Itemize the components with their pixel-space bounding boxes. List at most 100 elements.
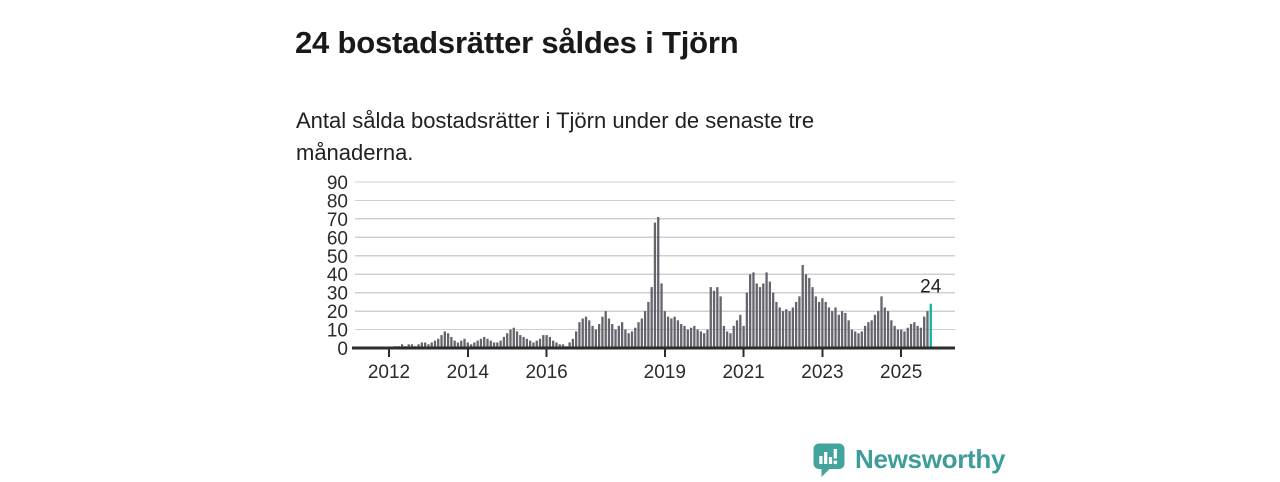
- bar: [460, 340, 463, 348]
- bar: [630, 331, 634, 348]
- bar: [496, 342, 499, 348]
- bar: [880, 296, 883, 348]
- bar: [703, 333, 706, 348]
- bar: [689, 327, 693, 348]
- bar: [653, 222, 657, 348]
- bar: [673, 316, 676, 348]
- bar: [735, 320, 739, 348]
- bar: [732, 325, 735, 348]
- bar: [476, 340, 479, 348]
- bar: [857, 333, 860, 348]
- bar: [650, 287, 653, 348]
- bar: [923, 316, 926, 348]
- bar: [896, 329, 900, 348]
- bar: [860, 331, 863, 348]
- bar: [837, 314, 840, 348]
- x-axis-label: 2023: [801, 362, 843, 383]
- bar: [620, 322, 624, 348]
- bar: [499, 340, 502, 348]
- bar: [712, 290, 716, 348]
- bar: [663, 311, 666, 348]
- bar: [873, 314, 877, 348]
- bar: [719, 296, 722, 348]
- bar: [762, 283, 765, 348]
- bar: [584, 316, 588, 348]
- page-title: 24 bostadsrätter såldes i Tjörn: [295, 24, 739, 60]
- bar: [834, 307, 837, 348]
- bar: [791, 307, 794, 348]
- chart-subtitle: Antal sålda bostadsrätter i Tjörn under …: [296, 105, 814, 169]
- bar: [804, 274, 808, 348]
- bar: [801, 265, 804, 348]
- bar: [693, 325, 696, 348]
- bar: [483, 336, 486, 348]
- bar: [768, 281, 772, 348]
- bar: [660, 283, 663, 348]
- subtitle-line-2: månaderna.: [296, 140, 414, 165]
- bar: [916, 325, 919, 348]
- x-axis-label: 2016: [525, 362, 567, 383]
- bar: [525, 338, 529, 348]
- y-axis-label: 50: [327, 247, 348, 268]
- bar: [591, 325, 594, 348]
- bar: [886, 311, 890, 348]
- bar: [433, 340, 437, 348]
- bar: [877, 311, 880, 348]
- bar: [463, 338, 466, 348]
- bar: [808, 277, 811, 348]
- bar: [443, 331, 446, 348]
- newsworthy-icon: [811, 442, 846, 482]
- bar: [788, 311, 791, 348]
- bar: [492, 342, 496, 348]
- bar: [410, 344, 414, 348]
- bar: [450, 336, 453, 348]
- bar: [890, 320, 893, 348]
- bar: [739, 314, 742, 348]
- highlighted-bar: [929, 303, 932, 348]
- bar: [446, 333, 450, 348]
- newsworthy-logo[interactable]: Newsworthy: [811, 442, 1005, 482]
- bar: [588, 320, 591, 348]
- bar: [561, 344, 565, 348]
- x-axis-label: 2012: [368, 362, 410, 383]
- bar: [538, 338, 542, 348]
- bar: [581, 318, 584, 348]
- x-axis-label: 2025: [880, 362, 922, 383]
- bar: [548, 336, 552, 348]
- bar: [729, 333, 732, 348]
- bar: [666, 316, 670, 348]
- bar: [699, 331, 703, 348]
- bar: [913, 322, 916, 348]
- bar: [423, 342, 427, 348]
- bar: [765, 272, 768, 348]
- bar: [781, 311, 785, 348]
- bar: [420, 342, 423, 348]
- bar: [407, 344, 410, 348]
- bar: [502, 336, 506, 348]
- bar: [440, 335, 443, 348]
- bar: [469, 344, 473, 348]
- bar: [903, 331, 906, 348]
- x-axis-label: 2021: [722, 362, 764, 383]
- bar: [535, 340, 538, 348]
- bar: [509, 329, 512, 348]
- bar: [542, 335, 545, 348]
- bar: [676, 320, 680, 348]
- bar: [840, 311, 844, 348]
- bar: [811, 287, 814, 348]
- y-axis-label: 80: [327, 191, 348, 212]
- bar: [749, 274, 752, 348]
- bar: [607, 318, 611, 348]
- bar: [706, 329, 709, 348]
- bar: [926, 311, 929, 348]
- bar: [473, 342, 476, 348]
- y-axis-label: 20: [327, 302, 348, 323]
- bar: [466, 342, 469, 348]
- bar: [867, 322, 870, 348]
- bar: [515, 331, 519, 348]
- bar: [555, 342, 558, 348]
- bar: [854, 331, 857, 348]
- bar: [831, 311, 834, 348]
- bar: [456, 342, 460, 348]
- bar: [909, 324, 913, 348]
